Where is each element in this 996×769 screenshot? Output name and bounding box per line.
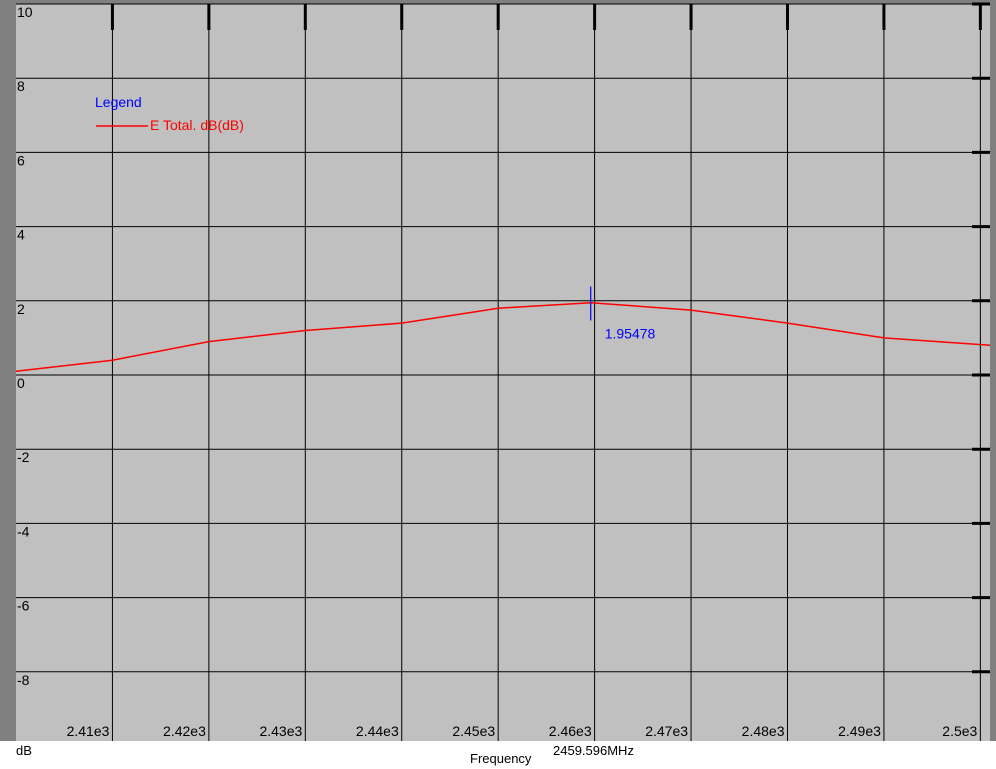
y-tick-label: -4 — [17, 523, 30, 539]
marker-value-label: 1.95478 — [605, 325, 656, 341]
x-tick-label: 2.43e3 — [259, 723, 302, 739]
x-tick-label: 2.45e3 — [452, 723, 495, 739]
x-tick-label: 2.41e3 — [67, 723, 110, 739]
x-axis-name: Frequency — [470, 751, 532, 766]
y-tick-label: 0 — [17, 375, 25, 391]
x-tick-label: 2.48e3 — [742, 723, 785, 739]
grid-lines — [16, 2, 990, 741]
y-unit-label: dB — [16, 743, 32, 758]
y-tick-label: -8 — [17, 672, 30, 688]
x-tick-label: 2.44e3 — [356, 723, 399, 739]
y-tick-label: 8 — [17, 78, 25, 94]
chart-plot: 2.41e3 2.42e3 2.43e3 2.44e3 2.45e3 2.46e3 2.47… — [0, 0, 996, 741]
marker-layer: 1.95478 — [590, 286, 656, 341]
x-tick-label: 2.42e3 — [163, 723, 206, 739]
tick-labels: 2.41e3 2.42e3 2.43e3 2.44e3 2.45e3 2.46e3 2.47… — [17, 4, 978, 739]
x-tick-label: 2.47e3 — [645, 723, 688, 739]
series-layer — [15, 301, 991, 373]
y-tick-label: 2 — [17, 301, 25, 317]
y-tick-label: -6 — [17, 598, 30, 614]
x-tick-label: 2.46e3 — [549, 723, 592, 739]
y-tick-label: 4 — [17, 227, 25, 243]
x-tick-label: 2.49e3 — [838, 723, 881, 739]
series-line-e-total-db — [15, 301, 991, 373]
plot-background — [16, 4, 990, 741]
y-tick-label: 6 — [17, 152, 25, 168]
status-bar: dB Frequency 2459.596MHz — [0, 741, 996, 769]
cursor-frequency-readout: 2459.596MHz — [553, 743, 634, 758]
y-tick-label: 10 — [17, 4, 33, 20]
y-tick-label: -2 — [17, 449, 30, 465]
legend-entry-label: E Total. dB(dB) — [150, 117, 244, 133]
legend-title: Legend — [95, 94, 142, 110]
legend: Legend E Total. dB(dB) — [95, 94, 244, 133]
x-tick-label: 2.5e3 — [942, 723, 977, 739]
